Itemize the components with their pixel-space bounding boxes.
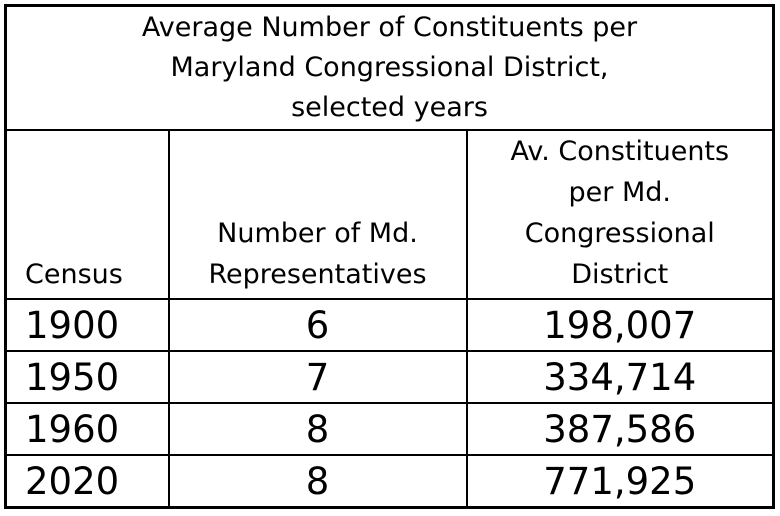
cell-representatives: 7 xyxy=(167,350,468,404)
cell-census: 1950 xyxy=(4,350,170,404)
cell-avg-constituents: 334,714 xyxy=(465,350,775,404)
cell-representatives: 8 xyxy=(167,454,468,509)
cell-representatives: 6 xyxy=(167,298,468,352)
table-row: 1950 7 334,714 xyxy=(4,350,775,404)
table-title: Average Number of Constituents per Maryl… xyxy=(4,4,775,131)
column-header-census: Census xyxy=(4,129,170,300)
table-row: 1900 6 198,007 xyxy=(4,298,775,352)
table-row: 1960 8 387,586 xyxy=(4,402,775,456)
cell-census: 1960 xyxy=(4,402,170,456)
constituents-table-container: Average Number of Constituents per Maryl… xyxy=(4,4,776,509)
header-row: Census Number of Md. Representatives Av.… xyxy=(4,129,775,300)
title-row: Average Number of Constituents per Maryl… xyxy=(4,4,775,131)
cell-avg-constituents: 198,007 xyxy=(465,298,775,352)
cell-avg-constituents: 771,925 xyxy=(465,454,775,509)
column-header-representatives: Number of Md. Representatives xyxy=(167,129,468,300)
cell-representatives: 8 xyxy=(167,402,468,456)
column-header-avg-constituents: Av. Constituents per Md. Congressional D… xyxy=(465,129,775,300)
table-row: 2020 8 771,925 xyxy=(4,454,775,509)
cell-census: 1900 xyxy=(4,298,170,352)
cell-census: 2020 xyxy=(4,454,170,509)
cell-avg-constituents: 387,586 xyxy=(465,402,775,456)
constituents-table: Average Number of Constituents per Maryl… xyxy=(4,4,776,509)
